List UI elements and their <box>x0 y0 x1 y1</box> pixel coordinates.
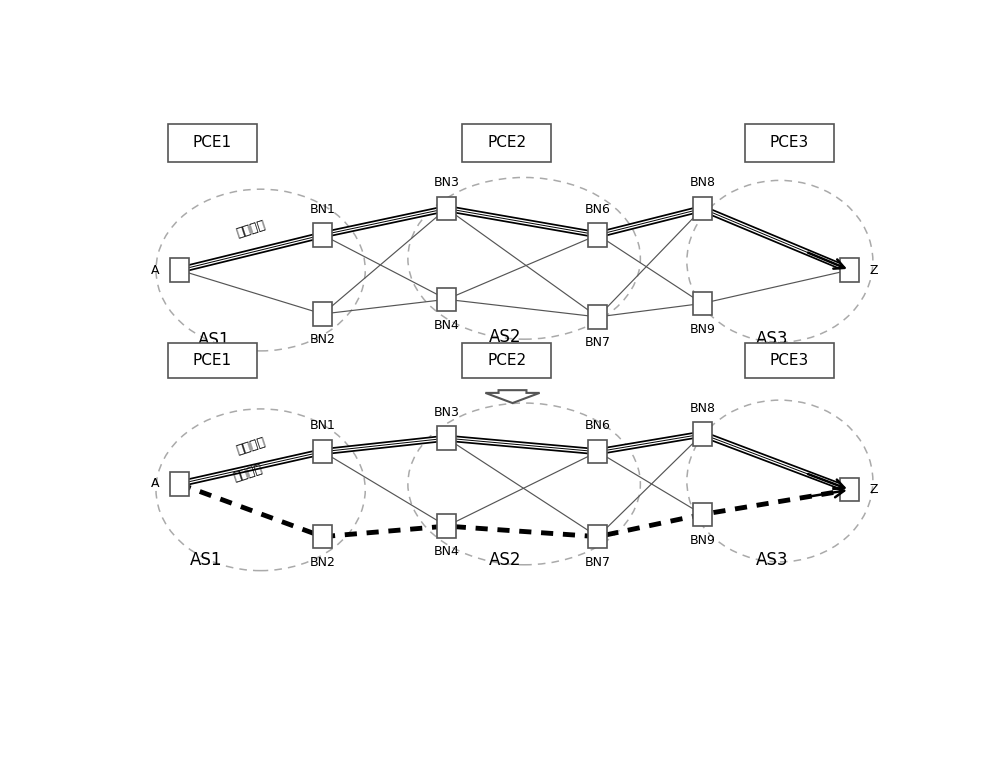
Text: BN9: BN9 <box>689 533 715 546</box>
FancyBboxPatch shape <box>588 525 607 549</box>
Text: PCE1: PCE1 <box>193 135 232 150</box>
Text: BN4: BN4 <box>434 546 460 559</box>
FancyBboxPatch shape <box>693 422 712 446</box>
Text: AS2: AS2 <box>488 329 521 346</box>
Text: BN8: BN8 <box>689 177 715 189</box>
FancyBboxPatch shape <box>462 343 551 378</box>
FancyBboxPatch shape <box>168 123 257 161</box>
Text: AS1: AS1 <box>198 331 230 349</box>
FancyBboxPatch shape <box>462 123 551 161</box>
Text: BN2: BN2 <box>310 333 336 346</box>
Text: A: A <box>151 263 160 276</box>
FancyBboxPatch shape <box>693 291 712 315</box>
Text: 工作路径: 工作路径 <box>234 219 267 240</box>
FancyBboxPatch shape <box>588 305 607 329</box>
Text: 保护路径: 保护路径 <box>231 463 264 484</box>
Text: Z: Z <box>869 263 878 276</box>
Text: BN1: BN1 <box>310 202 336 215</box>
Text: PCE2: PCE2 <box>487 353 526 368</box>
FancyBboxPatch shape <box>313 440 332 463</box>
FancyBboxPatch shape <box>840 478 859 501</box>
FancyBboxPatch shape <box>170 472 189 495</box>
Text: BN8: BN8 <box>689 402 715 415</box>
Text: PCE3: PCE3 <box>770 135 809 150</box>
Text: PCE3: PCE3 <box>770 353 809 368</box>
FancyBboxPatch shape <box>588 440 607 463</box>
Text: AS2: AS2 <box>488 551 521 569</box>
FancyBboxPatch shape <box>437 197 456 220</box>
FancyBboxPatch shape <box>693 197 712 220</box>
Text: BN9: BN9 <box>689 323 715 336</box>
FancyBboxPatch shape <box>745 343 834 378</box>
Text: BN6: BN6 <box>585 419 611 432</box>
Polygon shape <box>485 390 540 403</box>
Text: Z: Z <box>869 483 878 496</box>
FancyBboxPatch shape <box>693 503 712 526</box>
Text: BN2: BN2 <box>310 556 336 569</box>
FancyBboxPatch shape <box>313 302 332 326</box>
Text: PCE1: PCE1 <box>193 353 232 368</box>
FancyBboxPatch shape <box>437 288 456 311</box>
FancyBboxPatch shape <box>170 258 189 282</box>
Text: BN3: BN3 <box>434 177 460 189</box>
Text: PCE2: PCE2 <box>487 135 526 150</box>
FancyBboxPatch shape <box>745 123 834 161</box>
FancyBboxPatch shape <box>168 343 257 378</box>
Text: 工作路径: 工作路径 <box>234 435 267 457</box>
Text: BN4: BN4 <box>434 319 460 332</box>
Text: AS3: AS3 <box>756 330 788 348</box>
FancyBboxPatch shape <box>313 525 332 549</box>
Text: AS1: AS1 <box>190 551 223 569</box>
FancyBboxPatch shape <box>437 514 456 538</box>
Text: AS3: AS3 <box>756 551 788 569</box>
Text: BN1: BN1 <box>310 419 336 432</box>
Text: A: A <box>151 477 160 490</box>
FancyBboxPatch shape <box>840 258 859 282</box>
Text: BN7: BN7 <box>585 336 611 349</box>
Text: BN6: BN6 <box>585 202 611 215</box>
FancyBboxPatch shape <box>313 223 332 247</box>
Text: BN3: BN3 <box>434 406 460 419</box>
FancyBboxPatch shape <box>437 426 456 450</box>
FancyBboxPatch shape <box>588 223 607 247</box>
Text: BN7: BN7 <box>585 556 611 569</box>
